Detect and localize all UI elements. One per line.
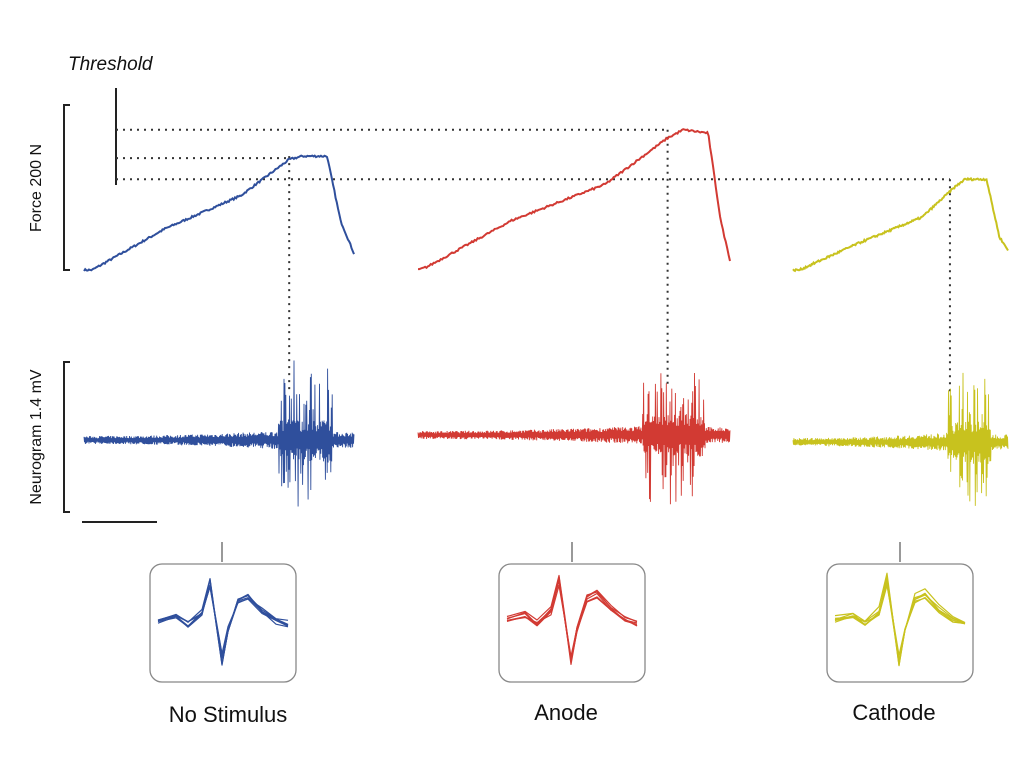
condition-cathode [792,176,1009,506]
force-bracket [63,104,70,271]
condition-label: Cathode [852,700,935,725]
panel-frame [149,563,297,683]
spike-waveform-panel: No Stimulus [149,542,297,727]
spike-waveform [834,580,966,663]
condition-label: Anode [534,700,598,725]
neurogram-axis-label: Neurogram 1.4 mV [28,369,45,504]
spike-waveform-panel: Cathode [826,542,974,725]
neurogram-trace [83,360,355,507]
neurogram-trace [417,372,731,505]
spike-waveform [834,575,966,667]
panel-frame [498,563,646,683]
threshold-label: Threshold [68,54,154,75]
spike-waveform-panel: Anode [498,542,646,725]
condition-no-stimulus [83,154,355,507]
force-axis-label: Force 200 N [28,144,45,232]
neurogram-bracket [63,361,70,513]
spike-waveform [506,579,638,662]
condition-anode [417,128,731,505]
force-trace [418,128,731,271]
spike-waveform [834,584,966,656]
panel-frame [826,563,974,683]
force-trace [83,154,355,272]
spike-waveform [157,584,289,659]
condition-label: No Stimulus [169,702,288,727]
neurogram-trace [792,372,1009,506]
force-trace [792,176,1009,273]
